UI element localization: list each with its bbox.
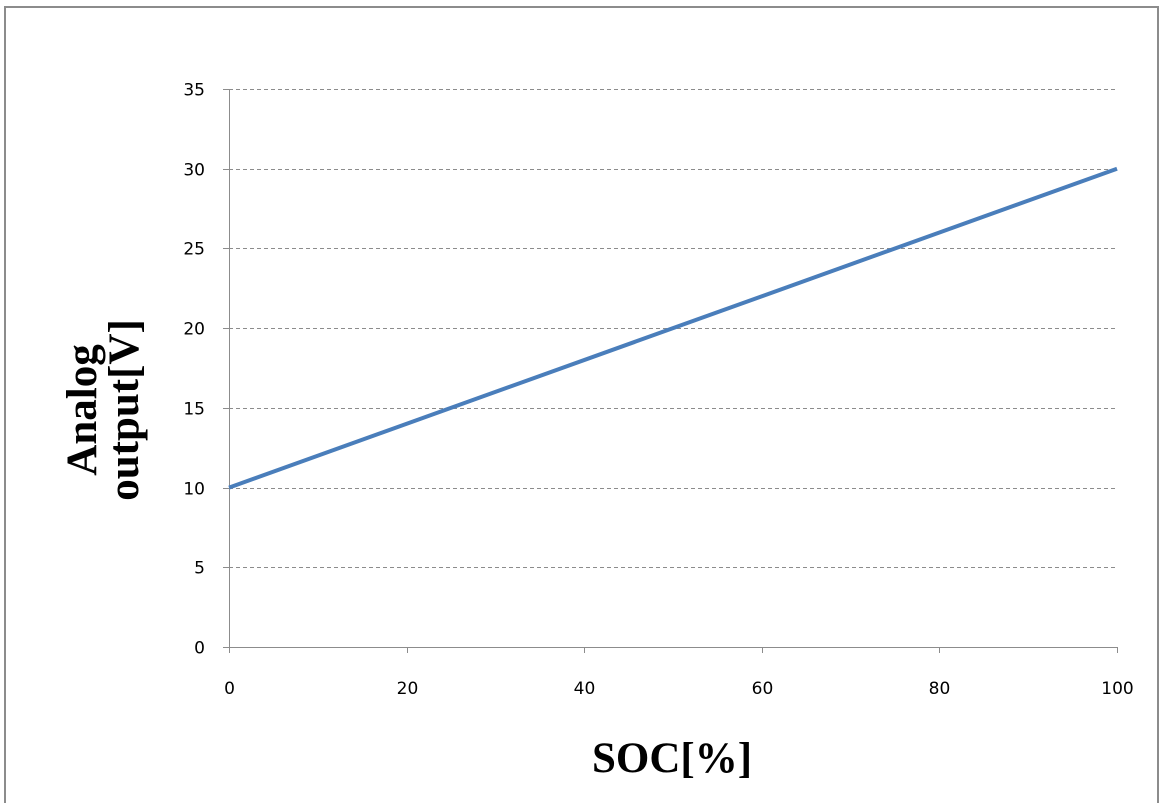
y-tick-label-0: 0 — [194, 639, 205, 659]
x-tick-label-2: 40 — [574, 679, 596, 699]
y-tick-label-1: 5 — [194, 559, 205, 579]
y-axis-title-line-2: output[V] — [101, 319, 148, 501]
y-tick-label-4: 20 — [183, 320, 205, 340]
series-line-0 — [228, 166, 1118, 490]
chart-frame — [4, 6, 1159, 803]
x-axis-title: SOC[%] — [592, 735, 752, 782]
y-tick-label-5: 25 — [183, 240, 205, 260]
y-tick-label-6: 30 — [183, 161, 205, 181]
axes — [223, 89, 1118, 653]
y-axis-title: Analog output[V] — [59, 319, 148, 501]
y-tick-label-7: 35 — [183, 81, 205, 101]
y-tick-label-3: 15 — [183, 400, 205, 420]
x-tick-label-0: 0 — [224, 679, 235, 699]
series-layer — [228, 166, 1118, 490]
x-tick-label-5: 100 — [1101, 679, 1133, 699]
y-tick-label-2: 10 — [183, 480, 205, 500]
x-tick-label-1: 20 — [397, 679, 419, 699]
x-tick-label-4: 80 — [929, 679, 951, 699]
y-axis-title-line-1: Analog — [59, 344, 106, 476]
x-tick-label-3: 60 — [752, 679, 774, 699]
tick-labels: 0 5 10 15 20 25 30 35 0 20 40 60 80 100 — [183, 81, 1133, 700]
